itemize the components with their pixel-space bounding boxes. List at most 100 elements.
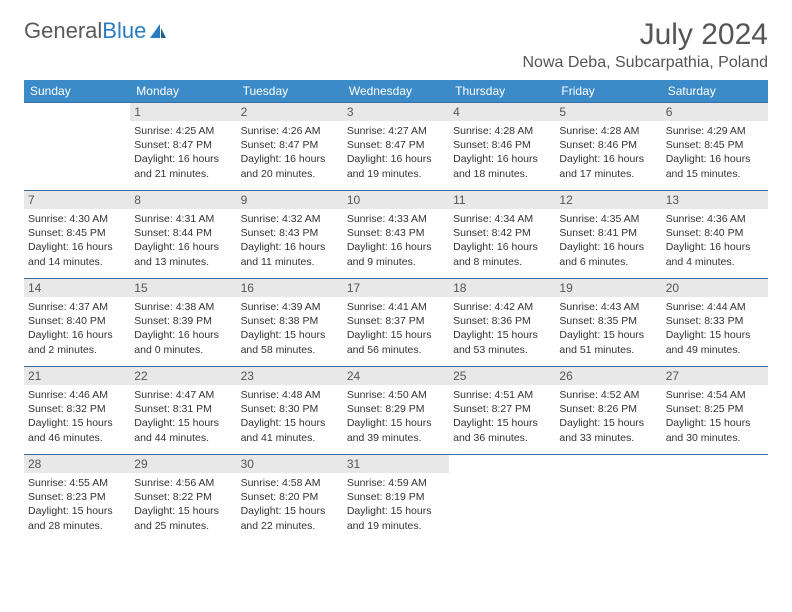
day-number: 4 bbox=[449, 103, 555, 121]
day-number: 1 bbox=[130, 103, 236, 121]
calendar-cell: 13 Sunrise: 4:36 AMSunset: 8:40 PMDayligh… bbox=[662, 191, 768, 279]
day-number: 12 bbox=[555, 191, 661, 209]
day-number: 18 bbox=[449, 279, 555, 297]
logo: GeneralBlue bbox=[24, 18, 168, 44]
day-number: 26 bbox=[555, 367, 661, 385]
calendar-cell: 14Sunrise: 4:37 AMSunset: 8:40 PMDayligh… bbox=[24, 279, 130, 367]
day-header: Friday bbox=[555, 80, 661, 103]
calendar-cell: . bbox=[662, 455, 768, 543]
logo-sail-icon bbox=[148, 22, 168, 40]
day-number: 9 bbox=[237, 191, 343, 209]
day-number: 13 bbox=[662, 191, 768, 209]
calendar-cell: 25 Sunrise: 4:51 AMSunset: 8:27 PMDayligh… bbox=[449, 367, 555, 455]
calendar-cell: 1 Sunrise: 4:25 AMSunset: 8:47 PMDaylight… bbox=[130, 103, 236, 191]
calendar-cell: 20 Sunrise: 4:44 AMSunset: 8:33 PMDayligh… bbox=[662, 279, 768, 367]
day-text: Sunrise: 4:31 AMSunset: 8:44 PMDaylight:… bbox=[134, 212, 232, 269]
calendar-cell: 18 Sunrise: 4:42 AMSunset: 8:36 PMDayligh… bbox=[449, 279, 555, 367]
calendar-cell: 3 Sunrise: 4:27 AMSunset: 8:47 PMDaylight… bbox=[343, 103, 449, 191]
day-text: Sunrise: 4:35 AMSunset: 8:41 PMDaylight:… bbox=[559, 212, 657, 269]
calendar-table: SundayMondayTuesdayWednesdayThursdayFrid… bbox=[24, 80, 768, 543]
day-number: 31 bbox=[343, 455, 449, 473]
calendar-cell: 8 Sunrise: 4:31 AMSunset: 8:44 PMDaylight… bbox=[130, 191, 236, 279]
day-number: 24 bbox=[343, 367, 449, 385]
day-text: Sunrise: 4:36 AMSunset: 8:40 PMDaylight:… bbox=[666, 212, 764, 269]
calendar-cell: 29 Sunrise: 4:56 AMSunset: 8:22 PMDayligh… bbox=[130, 455, 236, 543]
day-text: Sunrise: 4:37 AMSunset: 8:40 PMDaylight:… bbox=[28, 300, 126, 357]
calendar-cell: . bbox=[449, 455, 555, 543]
day-text: Sunrise: 4:34 AMSunset: 8:42 PMDaylight:… bbox=[453, 212, 551, 269]
calendar-cell: . bbox=[24, 103, 130, 191]
day-text: Sunrise: 4:55 AMSunset: 8:23 PMDaylight:… bbox=[28, 476, 126, 533]
calendar-cell: 23 Sunrise: 4:48 AMSunset: 8:30 PMDayligh… bbox=[237, 367, 343, 455]
day-text: Sunrise: 4:51 AMSunset: 8:27 PMDaylight:… bbox=[453, 388, 551, 445]
day-number: 30 bbox=[237, 455, 343, 473]
calendar-cell: 4 Sunrise: 4:28 AMSunset: 8:46 PMDaylight… bbox=[449, 103, 555, 191]
title-block: July 2024 Nowa Deba, Subcarpathia, Polan… bbox=[523, 18, 769, 72]
day-number: 11 bbox=[449, 191, 555, 209]
day-text: Sunrise: 4:42 AMSunset: 8:36 PMDaylight:… bbox=[453, 300, 551, 357]
calendar-cell: 5 Sunrise: 4:28 AMSunset: 8:46 PMDaylight… bbox=[555, 103, 661, 191]
calendar-cell: 12 Sunrise: 4:35 AMSunset: 8:41 PMDayligh… bbox=[555, 191, 661, 279]
day-number: 25 bbox=[449, 367, 555, 385]
day-number: 20 bbox=[662, 279, 768, 297]
calendar-cell: 19 Sunrise: 4:43 AMSunset: 8:35 PMDayligh… bbox=[555, 279, 661, 367]
calendar-cell: 24 Sunrise: 4:50 AMSunset: 8:29 PMDayligh… bbox=[343, 367, 449, 455]
day-number: 27 bbox=[662, 367, 768, 385]
calendar-cell: 26 Sunrise: 4:52 AMSunset: 8:26 PMDayligh… bbox=[555, 367, 661, 455]
day-text: Sunrise: 4:28 AMSunset: 8:46 PMDaylight:… bbox=[559, 124, 657, 181]
day-text: Sunrise: 4:50 AMSunset: 8:29 PMDaylight:… bbox=[347, 388, 445, 445]
day-header: Sunday bbox=[24, 80, 130, 103]
day-number: 17 bbox=[343, 279, 449, 297]
day-text: Sunrise: 4:46 AMSunset: 8:32 PMDaylight:… bbox=[28, 388, 126, 445]
calendar-cell: 27 Sunrise: 4:54 AMSunset: 8:25 PMDayligh… bbox=[662, 367, 768, 455]
day-number: 8 bbox=[130, 191, 236, 209]
day-text: Sunrise: 4:52 AMSunset: 8:26 PMDaylight:… bbox=[559, 388, 657, 445]
calendar-cell: 22Sunrise: 4:47 AMSunset: 8:31 PMDayligh… bbox=[130, 367, 236, 455]
calendar-cell: 9Sunrise: 4:32 AMSunset: 8:43 PMDaylight… bbox=[237, 191, 343, 279]
calendar-week: 7Sunrise: 4:30 AMSunset: 8:45 PMDaylight… bbox=[24, 191, 768, 279]
calendar-body: .1Sunrise: 4:25 AMSunset: 8:47 PMDayligh… bbox=[24, 103, 768, 543]
day-text: Sunrise: 4:58 AMSunset: 8:20 PMDaylight:… bbox=[241, 476, 339, 533]
day-text: Sunrise: 4:29 AMSunset: 8:45 PMDaylight:… bbox=[666, 124, 764, 181]
calendar-cell: 28 Sunrise: 4:55 AMSunset: 8:23 PMDayligh… bbox=[24, 455, 130, 543]
day-number: 5 bbox=[555, 103, 661, 121]
calendar-cell: 17 Sunrise: 4:41 AMSunset: 8:37 PMDayligh… bbox=[343, 279, 449, 367]
day-number: 6 bbox=[662, 103, 768, 121]
day-number: 23 bbox=[237, 367, 343, 385]
day-text: Sunrise: 4:30 AMSunset: 8:45 PMDaylight:… bbox=[28, 212, 126, 269]
calendar-cell: 10Sunrise: 4:33 AMSunset: 8:43 PMDayligh… bbox=[343, 191, 449, 279]
calendar-week: 21 Sunrise: 4:46 AMSunset: 8:32 PMDayligh… bbox=[24, 367, 768, 455]
day-text: Sunrise: 4:25 AMSunset: 8:47 PMDaylight:… bbox=[134, 124, 232, 181]
day-text: Sunrise: 4:44 AMSunset: 8:33 PMDaylight:… bbox=[666, 300, 764, 357]
day-number: 29 bbox=[130, 455, 236, 473]
day-number: 19 bbox=[555, 279, 661, 297]
day-number: 28 bbox=[24, 455, 130, 473]
calendar-cell: 11 Sunrise: 4:34 AMSunset: 8:42 PMDayligh… bbox=[449, 191, 555, 279]
day-text: Sunrise: 4:26 AMSunset: 8:47 PMDaylight:… bbox=[241, 124, 339, 181]
calendar-cell: 2 Sunrise: 4:26 AMSunset: 8:47 PMDaylight… bbox=[237, 103, 343, 191]
day-number: 2 bbox=[237, 103, 343, 121]
day-number: 15 bbox=[130, 279, 236, 297]
day-number: 16 bbox=[237, 279, 343, 297]
calendar-cell: 21 Sunrise: 4:46 AMSunset: 8:32 PMDayligh… bbox=[24, 367, 130, 455]
day-text: Sunrise: 4:48 AMSunset: 8:30 PMDaylight:… bbox=[241, 388, 339, 445]
day-text: Sunrise: 4:41 AMSunset: 8:37 PMDaylight:… bbox=[347, 300, 445, 357]
day-text: Sunrise: 4:33 AMSunset: 8:43 PMDaylight:… bbox=[347, 212, 445, 269]
day-number: 21 bbox=[24, 367, 130, 385]
day-text: Sunrise: 4:28 AMSunset: 8:46 PMDaylight:… bbox=[453, 124, 551, 181]
day-number: 22 bbox=[130, 367, 236, 385]
calendar-week: 14Sunrise: 4:37 AMSunset: 8:40 PMDayligh… bbox=[24, 279, 768, 367]
calendar-cell: 15Sunrise: 4:38 AMSunset: 8:39 PMDayligh… bbox=[130, 279, 236, 367]
day-number: 3 bbox=[343, 103, 449, 121]
day-text: Sunrise: 4:43 AMSunset: 8:35 PMDaylight:… bbox=[559, 300, 657, 357]
day-header: Tuesday bbox=[237, 80, 343, 103]
day-header: Thursday bbox=[449, 80, 555, 103]
day-text: Sunrise: 4:56 AMSunset: 8:22 PMDaylight:… bbox=[134, 476, 232, 533]
location: Nowa Deba, Subcarpathia, Poland bbox=[523, 54, 769, 72]
header: GeneralBlue July 2024 Nowa Deba, Subcarp… bbox=[24, 18, 768, 72]
day-text: Sunrise: 4:27 AMSunset: 8:47 PMDaylight:… bbox=[347, 124, 445, 181]
logo-text-general: General bbox=[24, 18, 102, 44]
day-text: Sunrise: 4:54 AMSunset: 8:25 PMDaylight:… bbox=[666, 388, 764, 445]
day-header: Wednesday bbox=[343, 80, 449, 103]
calendar-cell: 31Sunrise: 4:59 AMSunset: 8:19 PMDayligh… bbox=[343, 455, 449, 543]
